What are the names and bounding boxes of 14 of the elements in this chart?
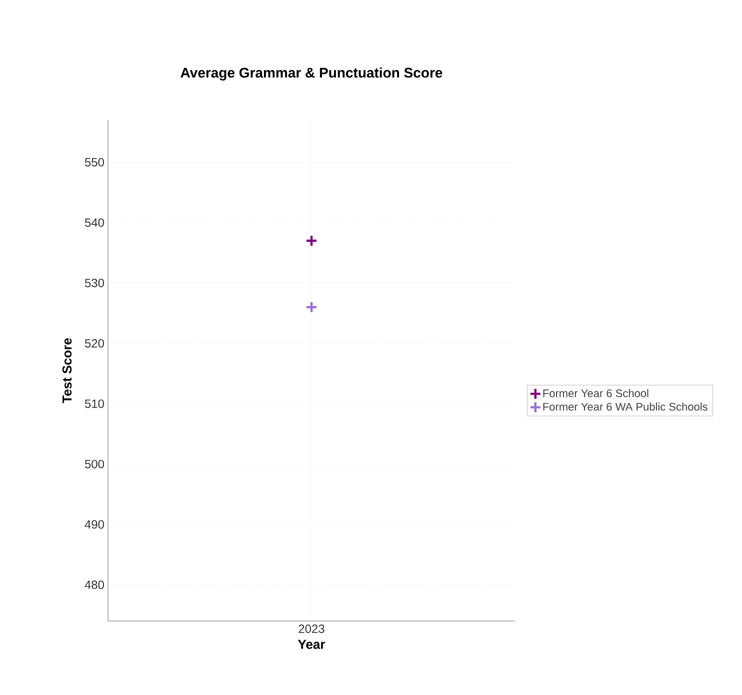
y-tick-label: 490: [84, 520, 104, 529]
y-tick-label: 530: [84, 278, 104, 288]
x-tick-label: 2023: [298, 624, 324, 634]
y-axis-title: Test Score: [62, 338, 72, 404]
legend-label: Former Year 6 WA Public Schools: [543, 402, 708, 411]
y-tick-label: 500: [84, 460, 104, 468]
chart-title: Average Grammar & Punctuation Score: [180, 67, 442, 81]
y-tick-label: 480: [84, 580, 104, 590]
x-axis-title: Year: [298, 640, 326, 649]
y-tick-label: 510: [84, 399, 104, 408]
y-tick-label: 520: [84, 339, 104, 348]
y-tick-label: 550: [84, 158, 104, 167]
legend-label: Former Year 6 School: [543, 389, 648, 398]
y-tick-label: 540: [84, 218, 104, 227]
